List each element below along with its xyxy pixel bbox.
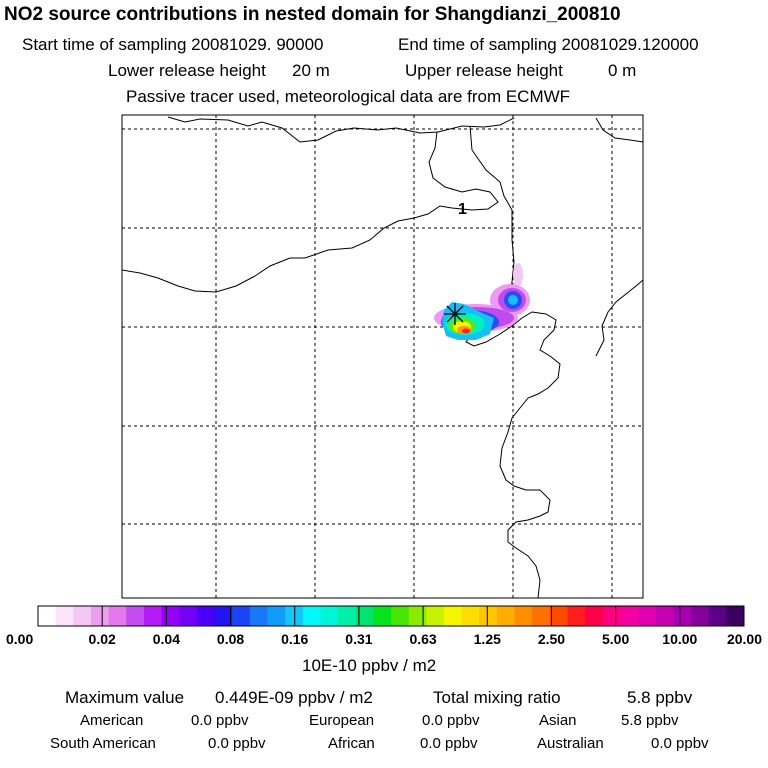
region-value: 5.8 ppbv <box>621 712 679 729</box>
border-line <box>167 116 515 143</box>
colorbar-cell <box>708 606 727 626</box>
colorbar-cell <box>391 606 410 626</box>
total-mixing-value: 5.8 ppbv <box>627 688 693 707</box>
colorbar-cell <box>691 606 710 626</box>
colorbar-cell <box>108 606 127 626</box>
upper-release-value: 0 m <box>608 61 637 80</box>
region-value: 0.0 ppbv <box>422 712 480 729</box>
colorbar <box>37 605 745 627</box>
colorbar-cell <box>143 606 162 626</box>
plume-level-500 <box>462 328 470 334</box>
colorbar-cell <box>673 606 692 626</box>
colorbar-cell <box>408 606 427 626</box>
region-value: 0.0 ppbv <box>420 735 478 752</box>
colorbar-tick-label: 1.25 <box>473 631 501 647</box>
colorbar-tick-label: 0.08 <box>216 631 245 647</box>
chart-title: NO2 source contributions in nested domai… <box>4 4 621 25</box>
region-value: 0.0 ppbv <box>191 712 249 729</box>
map-frame <box>121 114 644 599</box>
colorbar-cell <box>338 606 357 626</box>
plume-faint-tail <box>513 263 523 287</box>
colorbar-cell <box>285 606 304 626</box>
colorbar-cell <box>249 606 268 626</box>
colorbar-cell <box>90 606 109 626</box>
colorbar-tick-label: 0.02 <box>88 631 116 647</box>
border-line <box>122 131 499 293</box>
colorbar-cell <box>126 606 145 626</box>
colorbar-cell <box>373 606 392 626</box>
colorbar-tick-label: 2.50 <box>537 631 566 647</box>
colorbar-cell <box>585 606 604 626</box>
max-value: 0.449E-09 ppbv / m2 <box>215 688 373 707</box>
colorbar-cell <box>567 606 586 626</box>
colorbar-cell <box>655 606 674 626</box>
map-content: 1 <box>122 115 643 598</box>
colorbar-tick-label: 0.63 <box>409 631 437 647</box>
colorbar-cell <box>38 606 57 626</box>
colorbar-tick-label: 0.04 <box>152 631 180 647</box>
colorbar-cell <box>73 606 92 626</box>
colorbar-cell <box>461 606 480 626</box>
colorbar-tick-label: 0.00 <box>6 631 34 647</box>
colorbar-cell <box>179 606 198 626</box>
map-frame-background <box>122 115 643 598</box>
lower-release-label: Lower release height <box>108 61 266 80</box>
start-time: Start time of sampling 20081029. 90000 <box>22 35 324 54</box>
max-value-label: Maximum value <box>65 688 185 707</box>
colorbar-frame <box>37 605 745 627</box>
region-name: American <box>80 712 144 729</box>
colorbar-cell <box>638 606 657 626</box>
colorbar-tick-label: 10.00 <box>662 631 698 647</box>
receptor-marker-icon <box>444 303 466 325</box>
colorbar-tick-label: 5.00 <box>602 631 630 647</box>
region-value: 0.0 ppbv <box>651 735 709 752</box>
colorbar-cell <box>496 606 515 626</box>
colorbar-cell <box>232 606 251 626</box>
colorbar-cell <box>214 606 233 626</box>
region-name: African <box>328 735 375 752</box>
region-name: Asian <box>539 712 577 729</box>
colorbar-cell <box>302 606 321 626</box>
colorbar-cell <box>479 606 498 626</box>
colorbar-cell <box>320 606 339 626</box>
colorbar-cell <box>514 606 533 626</box>
coastline <box>595 279 643 357</box>
colorbar-tick-label: 0.16 <box>281 631 309 647</box>
tracer-note: Passive tracer used, meteorological data… <box>126 87 571 106</box>
border-line <box>595 117 643 143</box>
region-name: Australian <box>537 735 604 752</box>
lower-release-value: 20 m <box>292 61 330 80</box>
upper-release-label: Upper release height <box>405 61 563 80</box>
colorbar-cell <box>620 606 639 626</box>
colorbar-units: 10E-10 ppbv / m2 <box>302 656 437 675</box>
colorbar-cell <box>355 606 374 626</box>
total-mixing-label: Total mixing ratio <box>433 688 561 707</box>
region-value: 0.0 ppbv <box>208 735 266 752</box>
region-name: South American <box>50 735 156 752</box>
colorbar-cell <box>196 606 215 626</box>
colorbar-tick-label: 0.31 <box>345 631 373 647</box>
region-name: European <box>309 712 375 729</box>
colorbar-cell <box>443 606 462 626</box>
colorbar-cell <box>602 606 621 626</box>
colorbar-cell <box>726 606 745 626</box>
colorbar-cell <box>161 606 180 626</box>
colorbar-cell <box>267 606 286 626</box>
map-annotation: 1 <box>458 201 467 218</box>
colorbar-cell <box>549 606 568 626</box>
colorbar-cell <box>426 606 445 626</box>
colorbar-cell <box>532 606 551 626</box>
end-time: End time of sampling 20081029.120000 <box>398 35 699 54</box>
map-gridlines <box>122 115 643 598</box>
colorbar-tick-label: 20.00 <box>726 631 762 647</box>
colorbar-cell <box>55 606 74 626</box>
plume-level-016 <box>508 295 518 305</box>
